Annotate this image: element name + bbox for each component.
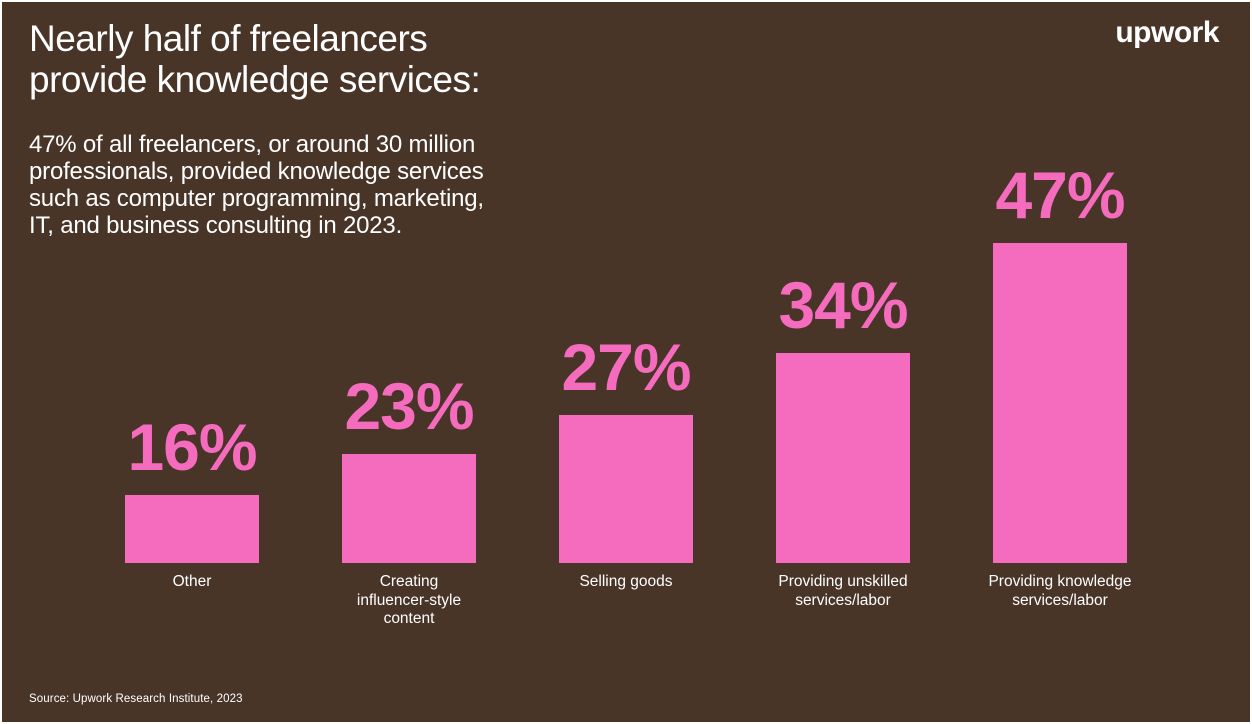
bar-value-label: 34% [778,268,908,342]
bar-value-label: 23% [344,369,474,443]
bar-column: 27% Selling goods [559,330,693,590]
bar-column: 34% Providing unskilled services/labor [776,268,910,609]
bar-column: 47% Providing knowledge services/labor [988,158,1131,609]
bar-category-label: Providing knowledge services/labor [988,573,1132,609]
bar [993,243,1127,563]
bar [776,353,910,563]
bar [125,495,259,563]
page-title: Nearly half of freelancers provide knowl… [29,18,481,100]
bar-category-label: Creating influencer-style content [356,573,462,628]
upwork-logo: upwork [1115,16,1219,49]
bar-value-label: 27% [561,330,691,404]
source-attribution: Source: Upwork Research Institute, 2023 [29,693,243,705]
bar-category-label: Selling goods [579,573,673,590]
page-subtitle: 47% of all freelancers, or around 30 mil… [29,131,484,240]
bar-value-label: 16% [127,410,257,484]
bar [342,454,476,563]
bar-value-label: 47% [995,158,1125,232]
bar [559,415,693,563]
bar-chart: 16% Other 23% Creating influencer-style con… [125,2,1132,627]
bar-category-label: Providing unskilled services/labor [778,573,908,609]
bar-column: 16% Other [125,410,259,590]
bar-column: 23% Creating influencer-style content [342,369,476,627]
bar-category-label: Other [172,573,212,590]
